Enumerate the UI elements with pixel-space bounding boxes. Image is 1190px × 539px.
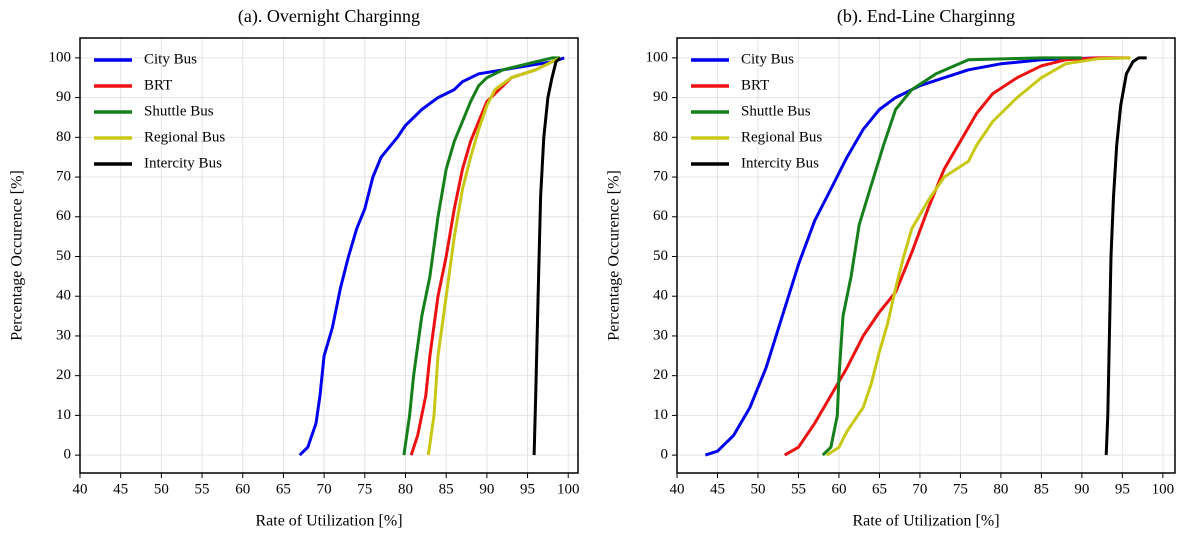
x-tick-label: 80 bbox=[398, 481, 413, 497]
legend-label: City Bus bbox=[741, 51, 794, 67]
series-line bbox=[298, 56, 565, 457]
legend-label: Regional Bus bbox=[144, 129, 225, 145]
x-tick-label: 45 bbox=[113, 481, 128, 497]
y-tick-label: 50 bbox=[653, 248, 668, 264]
chart-title: (a). Overnight Charginng bbox=[238, 6, 420, 27]
chart-title: (b). End-Line Charginng bbox=[837, 6, 1015, 27]
series-line bbox=[402, 56, 561, 456]
legend-label: City Bus bbox=[144, 51, 197, 67]
y-tick-label: 100 bbox=[646, 49, 669, 65]
x-tick-label: 85 bbox=[1034, 481, 1049, 497]
x-tick-label: 50 bbox=[154, 481, 169, 497]
plot-frame bbox=[79, 37, 579, 474]
y-tick-label: 90 bbox=[56, 89, 71, 105]
x-tick-label: 90 bbox=[479, 481, 494, 497]
chart-panel: (a). Overnight Charginng Rate of Utilizat… bbox=[9, 6, 580, 530]
y-tick-label: 30 bbox=[56, 327, 71, 343]
y-tick-label: 60 bbox=[653, 208, 668, 224]
legend-label: Regional Bus bbox=[741, 129, 822, 145]
y-tick-label: 0 bbox=[64, 447, 72, 463]
x-tick-label: 55 bbox=[791, 481, 806, 497]
y-tick-label: 40 bbox=[653, 288, 668, 304]
x-axis-label: Rate of Utilization [%] bbox=[255, 513, 402, 530]
y-tick-label: 10 bbox=[653, 407, 668, 423]
x-tick-label: 90 bbox=[1074, 481, 1089, 497]
y-tick-label: 50 bbox=[56, 248, 71, 264]
x-tick-label: 70 bbox=[912, 481, 927, 497]
x-tick-label: 85 bbox=[439, 481, 454, 497]
series-line bbox=[426, 56, 561, 456]
x-tick-label: 50 bbox=[750, 481, 765, 497]
legend-label: Intercity Bus bbox=[144, 155, 222, 171]
y-tick-label: 80 bbox=[56, 129, 71, 145]
y-tick-label: 30 bbox=[653, 327, 668, 343]
y-axis-label: Percentage Occurence [%] bbox=[606, 170, 623, 341]
y-tick-label: 70 bbox=[56, 168, 71, 184]
y-tick-label: 20 bbox=[56, 367, 71, 383]
legend-label: Intercity Bus bbox=[741, 155, 819, 171]
y-tick-label: 40 bbox=[56, 288, 71, 304]
series-line bbox=[825, 56, 1131, 457]
legend-label: Shuttle Bus bbox=[741, 103, 811, 119]
x-tick-label: 40 bbox=[73, 481, 88, 497]
y-tick-label: 80 bbox=[653, 129, 668, 145]
x-tick-label: 40 bbox=[670, 481, 685, 497]
x-tick-label: 95 bbox=[1115, 481, 1130, 497]
x-tick-label: 45 bbox=[710, 481, 725, 497]
legend-label: BRT bbox=[144, 77, 172, 93]
legend-label: BRT bbox=[741, 77, 769, 93]
plot-frame bbox=[676, 37, 1176, 474]
y-tick-label: 60 bbox=[56, 208, 71, 224]
series-line bbox=[783, 56, 1131, 457]
y-tick-label: 90 bbox=[653, 89, 668, 105]
x-tick-label: 95 bbox=[520, 481, 535, 497]
x-tick-label: 65 bbox=[872, 481, 887, 497]
y-tick-label: 10 bbox=[56, 407, 71, 423]
x-tick-label: 55 bbox=[195, 481, 210, 497]
x-tick-label: 80 bbox=[993, 481, 1008, 497]
series-line bbox=[532, 56, 562, 456]
x-tick-label: 75 bbox=[953, 481, 968, 497]
x-tick-label: 100 bbox=[1152, 481, 1175, 497]
chart-panel: (b). End-Line Charginng Rate of Utilizati… bbox=[606, 6, 1176, 530]
x-tick-label: 75 bbox=[357, 481, 372, 497]
y-tick-label: 70 bbox=[653, 168, 668, 184]
y-tick-label: 0 bbox=[661, 447, 669, 463]
legend-label: Shuttle Bus bbox=[144, 103, 214, 119]
series-line bbox=[821, 56, 1082, 457]
x-tick-label: 100 bbox=[557, 481, 580, 497]
x-tick-label: 65 bbox=[276, 481, 291, 497]
x-tick-label: 60 bbox=[831, 481, 846, 497]
y-tick-label: 100 bbox=[49, 49, 72, 65]
y-tick-label: 20 bbox=[653, 367, 668, 383]
x-tick-label: 60 bbox=[235, 481, 250, 497]
x-axis-label: Rate of Utilization [%] bbox=[852, 513, 999, 530]
series-line bbox=[704, 56, 1099, 457]
series-line bbox=[1104, 56, 1147, 456]
y-axis-label: Percentage Occurence [%] bbox=[9, 170, 26, 341]
x-tick-label: 70 bbox=[317, 481, 332, 497]
